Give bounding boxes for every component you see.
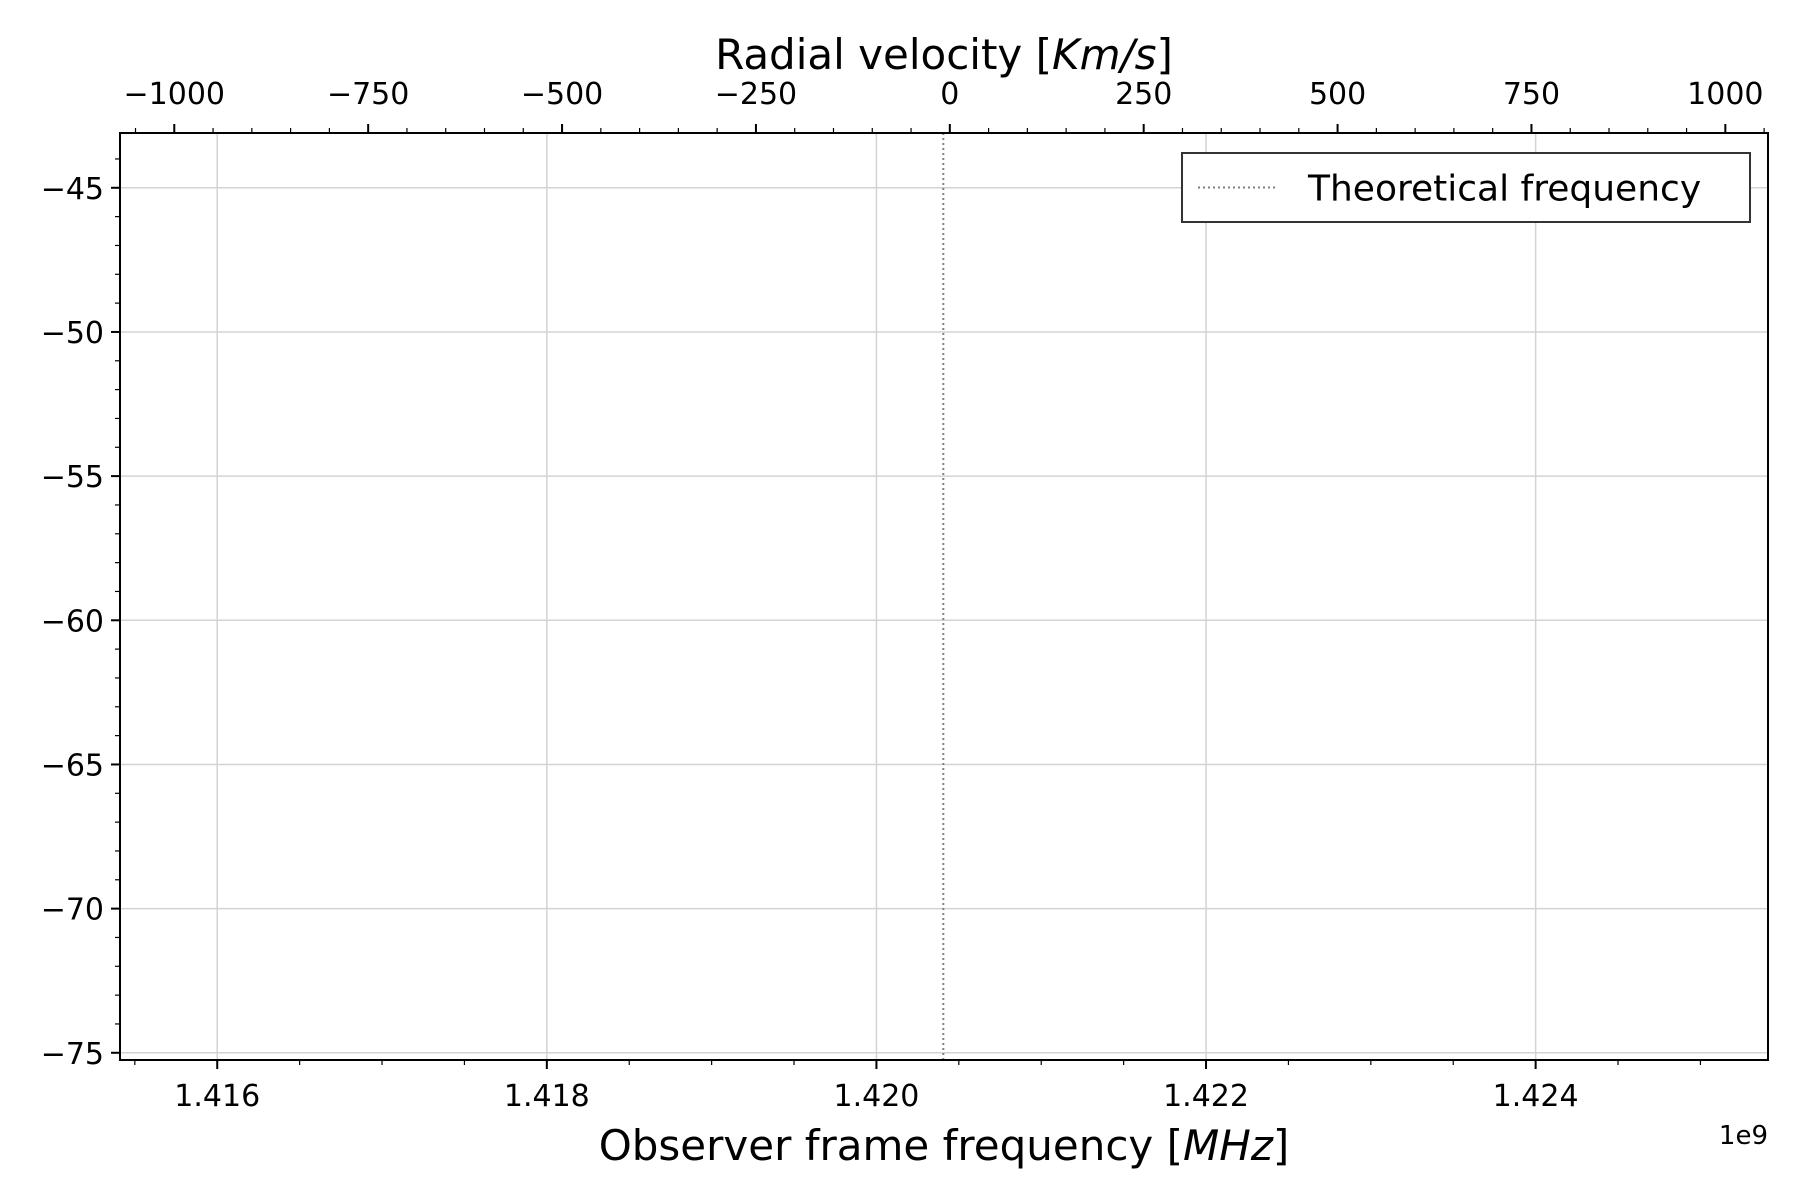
x2-tick-label: 750	[1503, 77, 1560, 112]
y-tick-label: −60	[41, 604, 104, 639]
legend-label: Theoretical frequency	[1307, 169, 1701, 210]
y-tick-label: −50	[41, 316, 104, 351]
x-tick-label: 1.416	[174, 1079, 260, 1114]
x-tick-label: 1.422	[1163, 1079, 1249, 1114]
plot-frame	[119, 132, 1769, 1061]
x2-tick-label: −250	[715, 77, 797, 112]
x-tick-label: 1.420	[833, 1079, 919, 1114]
x-axis-offset-label: 1e9	[1719, 1121, 1768, 1151]
grid	[120, 133, 1768, 1060]
x-tick-label: 1.424	[1493, 1079, 1579, 1114]
x2-tick-label: −1000	[124, 77, 225, 112]
ticks	[111, 124, 1765, 1069]
x2-tick-label: 250	[1115, 77, 1172, 112]
x2-tick-label: −750	[327, 77, 409, 112]
x2-tick-label: 1000	[1687, 77, 1763, 112]
x2-tick-label: −500	[521, 77, 603, 112]
y-tick-label: −70	[41, 893, 104, 928]
y-tick-label: −45	[41, 172, 104, 207]
legend: Theoretical frequency	[1181, 152, 1751, 223]
legend-box	[1181, 152, 1751, 223]
tick-labels: 1.416 1.418 1.420 1.422 1.424−1000 −750 −500 −2…	[41, 77, 1764, 1114]
y-tick-label: −65	[41, 748, 104, 783]
y-tick-label: −55	[41, 460, 104, 495]
y-tick-label: −75	[41, 1037, 104, 1072]
x2-tick-label: 500	[1309, 77, 1366, 112]
x2-axis-title: Radial velocity [Km/s]	[715, 30, 1173, 79]
x2-tick-label: 0	[940, 77, 959, 112]
x-tick-label: 1.418	[504, 1079, 590, 1114]
x-axis-title: Observer frame frequency [MHz]	[599, 1121, 1290, 1170]
